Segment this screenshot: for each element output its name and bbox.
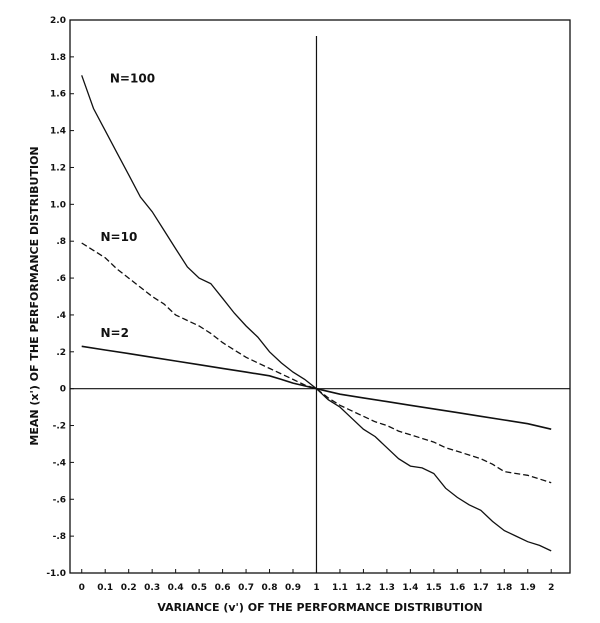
x-tick-label: 2	[548, 583, 554, 593]
y-tick-label: 1.2	[50, 163, 66, 173]
x-tick-label: 0.1	[97, 583, 113, 593]
y-tick-label: -.4	[53, 458, 66, 468]
y-tick-label: 1.8	[50, 53, 66, 63]
x-axis: 0 0.1 0.2 0.3 0.4 0.5 0.6 0.7 0.8 0.9 1 1.1 1.2 1.3 1.…	[79, 569, 554, 593]
x-tick-label: 0.4	[168, 583, 184, 593]
y-tick-label: -.8	[53, 532, 66, 542]
x-tick-label: 1.8	[496, 583, 512, 593]
plot-frame	[69, 19, 571, 574]
series-label-n-10: N=10	[101, 230, 138, 244]
x-tick-label: 1.5	[426, 583, 442, 593]
x-tick-label: 1.1	[332, 583, 348, 593]
y-axis: 2.0 1.8 1.6 1.4 1.2 1.0 .8 .6 .4 .2 0 -.2 -.4 -.6 -.8 -…	[46, 16, 74, 579]
reference-lines	[70, 36, 570, 573]
y-tick-label: 1.4	[50, 127, 66, 137]
series-labels: N=100 N=10 N=2	[101, 72, 156, 340]
x-tick-label: 0.6	[215, 583, 231, 593]
x-tick-label: 1.6	[449, 583, 465, 593]
y-tick-label: 2.0	[50, 16, 66, 26]
series-label-n-100: N=100	[110, 72, 155, 86]
x-tick-label: 0.7	[238, 583, 254, 593]
y-tick-label: .2	[56, 348, 66, 358]
y-tick-label: 1.0	[50, 200, 66, 210]
x-tick-label: 0.8	[262, 583, 278, 593]
y-tick-label: .6	[56, 274, 66, 284]
x-tick-label: 0	[79, 583, 85, 593]
y-tick-label: 1.6	[50, 90, 66, 100]
y-tick-label: 0	[60, 385, 66, 395]
x-tick-label: 0.9	[285, 583, 301, 593]
series-layer	[81, 75, 552, 552]
x-tick-label: 0.5	[191, 583, 207, 593]
y-tick-label: -.6	[53, 495, 66, 505]
y-tick-label: -1.0	[46, 569, 66, 579]
x-tick-label: 1.7	[473, 583, 489, 593]
y-axis-title: MEAN (x') OF THE PERFORMANCE DISTRIBUTIO…	[28, 146, 41, 445]
y-tick-label: .8	[56, 237, 66, 247]
x-tick-label: 0.2	[121, 583, 137, 593]
x-axis-title: VARIANCE (v') OF THE PERFORMANCE DISTRIB…	[157, 601, 482, 614]
series-line-n-2	[81, 345, 552, 430]
x-tick-label: 1	[313, 583, 319, 593]
y-tick-label: -.2	[53, 422, 66, 432]
x-tick-label: 1.9	[520, 583, 536, 593]
x-tick-label: 1.4	[402, 583, 418, 593]
y-tick-label: .4	[56, 311, 66, 321]
x-tick-label: 1.3	[379, 583, 395, 593]
x-tick-label: 0.3	[144, 583, 160, 593]
series-label-n-2: N=2	[101, 326, 129, 340]
x-tick-label: 1.2	[355, 583, 371, 593]
